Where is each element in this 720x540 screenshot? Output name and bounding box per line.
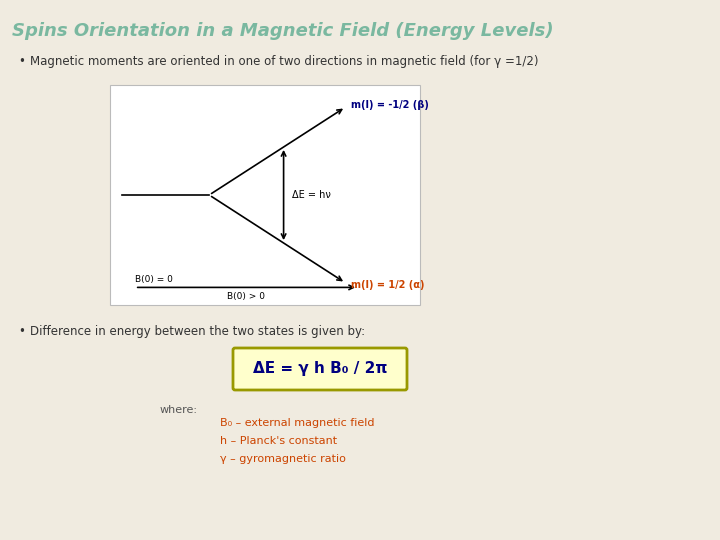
Text: where:: where: [160,405,198,415]
Text: m(I) = -1/2 (β): m(I) = -1/2 (β) [351,100,428,110]
Text: m(I) = 1/2 (α): m(I) = 1/2 (α) [351,280,424,290]
Text: B₀ – external magnetic field: B₀ – external magnetic field [220,418,374,428]
Text: B(0) > 0: B(0) > 0 [228,292,266,301]
Text: ΔE = hν: ΔE = hν [292,190,330,200]
Text: γ – gyromagnetic ratio: γ – gyromagnetic ratio [220,454,346,464]
Bar [110,85,420,305]
Text: Magnetic moments are oriented in one of two directions in magnetic field (for γ : Magnetic moments are oriented in one of … [30,55,539,68]
Text: •: • [18,325,25,338]
Text: B(0) = 0: B(0) = 0 [135,275,173,285]
FancyBboxPatch shape [233,348,407,390]
Text: •: • [18,55,25,68]
Text: Difference in energy between the two states is given by:: Difference in energy between the two sta… [30,325,365,338]
Text: ΔE = γ h B₀ / 2π: ΔE = γ h B₀ / 2π [253,361,387,376]
Text: Spins Orientation in a Magnetic Field (Energy Levels): Spins Orientation in a Magnetic Field (E… [12,22,554,40]
Text: h – Planck's constant: h – Planck's constant [220,436,337,446]
